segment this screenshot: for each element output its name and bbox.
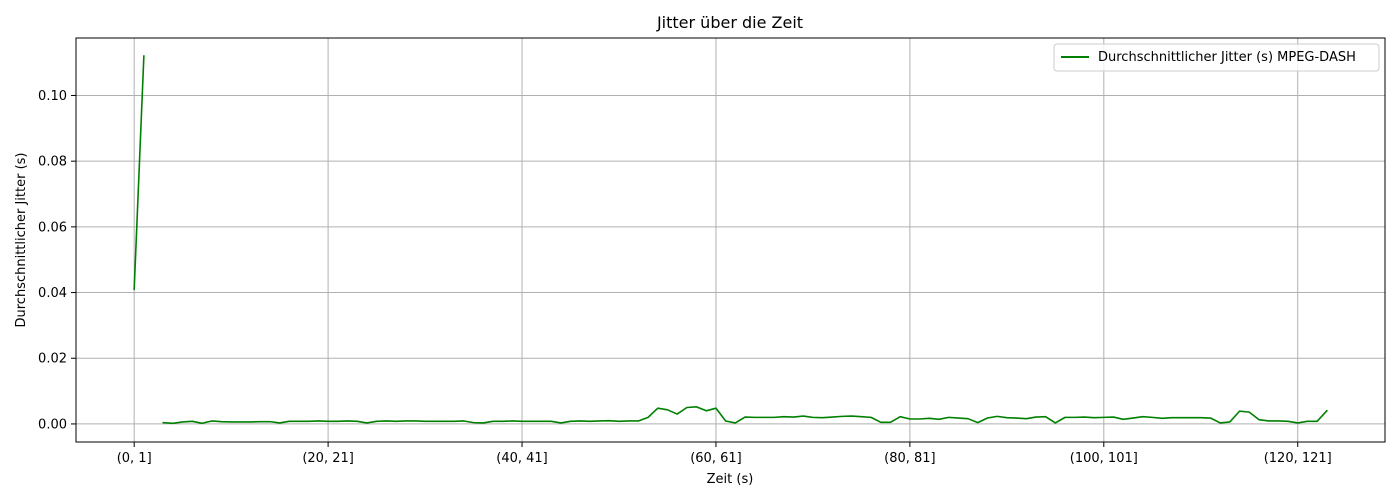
series-layer: [133, 55, 1328, 425]
y-tick-label: 0.10: [38, 89, 67, 104]
y-tick-label: 0.08: [38, 155, 67, 170]
legend-entry: Durchschnittlicher Jitter (s) MPEG-DASH: [1098, 50, 1356, 65]
y-tick-label: 0.00: [38, 417, 67, 432]
series-line-segment: [133, 55, 145, 291]
y-tick-label: 0.04: [38, 286, 67, 301]
x-tick-label: (100, 101]: [1070, 451, 1138, 466]
legend: Durchschnittlicher Jitter (s) MPEG-DASH: [1053, 43, 1380, 72]
grid: [76, 38, 1385, 442]
x-axis: (0, 1] (20, 21] (40, 41] (60, 61] (80, 81] (1…: [117, 442, 1332, 466]
series-line-segment: [162, 406, 1328, 425]
x-axis-title: Zeit (s): [707, 472, 754, 487]
y-tick-label: 0.02: [38, 352, 67, 367]
x-tick-label: (60, 61]: [690, 451, 742, 466]
x-tick-label: (20, 21]: [302, 451, 354, 466]
plot-frame: [75, 37, 1386, 443]
y-axis: 0.00 0.02 0.04 0.06 0.08 0.10: [38, 89, 76, 432]
x-tick-label: (120, 121]: [1264, 451, 1332, 466]
x-tick-label: (40, 41]: [496, 451, 548, 466]
x-tick-label: (80, 81]: [884, 451, 936, 466]
plot-area: [76, 38, 1385, 442]
y-tick-label: 0.06: [38, 220, 67, 235]
x-tick-label: (0, 1]: [117, 451, 152, 466]
y-axis-title: Durchschnittlicher Jitter (s): [14, 152, 29, 327]
chart-title: Jitter über die Zeit: [656, 13, 803, 32]
legend-frame: [1053, 43, 1380, 72]
